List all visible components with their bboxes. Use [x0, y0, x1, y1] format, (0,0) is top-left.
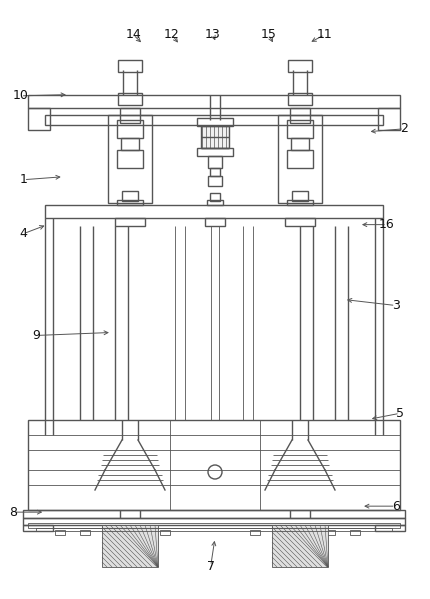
Bar: [118, 60, 142, 72]
Bar: [208, 176, 222, 186]
Bar: [108, 115, 152, 203]
Bar: [207, 200, 223, 205]
Text: 2: 2: [400, 122, 408, 135]
Text: 15: 15: [261, 28, 276, 41]
Text: 11: 11: [317, 28, 332, 41]
Bar: [290, 108, 310, 123]
Bar: [117, 120, 143, 138]
Bar: [288, 60, 312, 72]
Text: 12: 12: [164, 28, 180, 41]
Bar: [122, 191, 138, 201]
Bar: [291, 138, 309, 150]
Bar: [117, 150, 143, 168]
Bar: [28, 523, 400, 528]
Bar: [285, 218, 315, 226]
Bar: [115, 218, 145, 226]
Text: 9: 9: [33, 329, 40, 342]
Bar: [210, 193, 220, 201]
Bar: [135, 530, 145, 535]
Bar: [117, 200, 143, 205]
Bar: [205, 218, 225, 226]
Bar: [197, 118, 233, 126]
Bar: [325, 530, 335, 535]
Bar: [375, 525, 405, 531]
Bar: [287, 150, 313, 168]
Bar: [208, 156, 222, 168]
Bar: [201, 126, 229, 148]
Text: 7: 7: [207, 559, 215, 573]
Bar: [118, 93, 142, 105]
Bar: [350, 530, 360, 535]
Bar: [287, 120, 313, 138]
Bar: [197, 148, 233, 156]
Bar: [23, 525, 53, 531]
Text: 14: 14: [126, 28, 141, 41]
Text: 10: 10: [13, 89, 28, 102]
Bar: [121, 138, 139, 150]
Bar: [80, 530, 90, 535]
Bar: [160, 530, 170, 535]
Bar: [102, 525, 158, 567]
Bar: [28, 420, 400, 510]
Text: 1: 1: [20, 173, 28, 186]
Bar: [272, 525, 328, 567]
Bar: [120, 108, 140, 123]
Bar: [287, 200, 313, 205]
Bar: [36, 528, 392, 531]
Bar: [210, 168, 220, 176]
Bar: [250, 530, 260, 535]
Bar: [23, 518, 405, 525]
Text: 5: 5: [396, 407, 404, 420]
Bar: [378, 108, 400, 130]
Bar: [288, 93, 312, 105]
Text: 8: 8: [9, 506, 17, 519]
Bar: [28, 108, 50, 130]
Bar: [275, 530, 285, 535]
Bar: [278, 115, 322, 203]
Bar: [45, 115, 383, 125]
Bar: [55, 530, 65, 535]
Bar: [45, 205, 383, 218]
Text: 4: 4: [20, 227, 28, 240]
Bar: [292, 191, 308, 201]
Text: 3: 3: [392, 299, 399, 312]
Bar: [28, 95, 400, 108]
Text: 16: 16: [379, 218, 395, 231]
Bar: [23, 510, 405, 518]
Text: 6: 6: [392, 500, 399, 513]
Text: 13: 13: [205, 28, 221, 41]
